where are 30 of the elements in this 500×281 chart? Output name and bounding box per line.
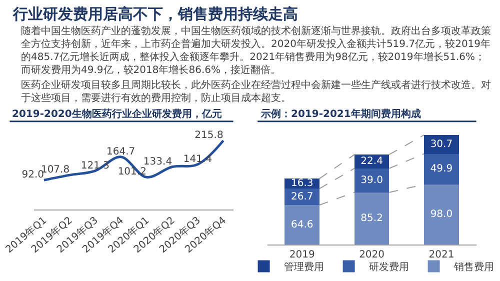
data-label: 30.7 — [430, 138, 453, 150]
bar — [424, 154, 459, 184]
legend-label: 销售费用 — [452, 261, 494, 274]
legend-label: 管理费用 — [284, 261, 324, 274]
legend-label: 研发费用 — [368, 261, 409, 274]
bar — [284, 204, 320, 245]
data-label: 215.8 — [194, 130, 224, 142]
chart-title: 2019-2020生物医药行业企业研发费用，亿元 — [12, 108, 222, 120]
bar — [284, 188, 320, 205]
data-label: 26.7 — [290, 191, 314, 202]
x-tick-label: 2020 — [359, 250, 385, 261]
data-label: 49.9 — [430, 164, 453, 175]
bar — [354, 168, 390, 192]
text: 医药企业研发项目较多且周期比较长，此外医药企业在经营过程中会新建一些生产线或者进行技术改造。对于这些项目，需要进行有效的费用控制，防止项目成本超支。 — [21, 79, 491, 104]
data-label: 16.3 — [290, 178, 314, 190]
data-label: 22.4 — [360, 156, 383, 167]
bar — [354, 192, 390, 245]
text: 随着中国生物医药产业的蓬勃发展，中国生物医药领域的技术创新逐渐与世界接轨。政府出台多项改革政策全方位支持创新，近年来，上市药企普遍加大研发投入。2020年研发投入金额共计519.7亿元，较2019年的485.7亿元增长近两成，整体投入金额逐年攀升。2021年销售费用为98亿元，较2019年增长51.6%；而研发费用为49.9亿，较2018年增长86.6%，接近翻倍。 — [21, 25, 491, 76]
x-tick-label: 2021 — [428, 250, 454, 261]
x-tick-label: 2019 — [289, 250, 315, 261]
data-label: 98.0 — [430, 209, 453, 220]
text: 行业研发费用居高不下，销售费用持续走高 — [12, 5, 298, 23]
bar — [424, 184, 459, 245]
data-label: 39.0 — [360, 174, 383, 186]
bar — [424, 134, 459, 154]
data-label: 133.4 — [143, 156, 172, 168]
chart-title: 示例：2019-2021年期间费用构成 — [260, 108, 421, 120]
data-label: 164.7 — [106, 146, 136, 158]
data-label: 64.6 — [290, 219, 314, 230]
data-label: 85.2 — [360, 212, 383, 224]
